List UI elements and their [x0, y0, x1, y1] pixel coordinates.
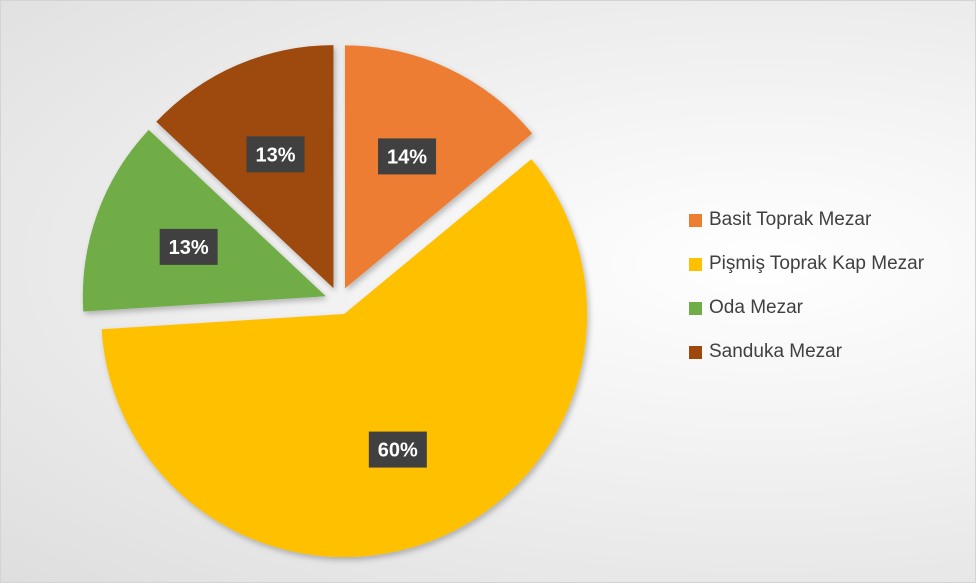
legend-item-basit-toprak-mezar: Basit Toprak Mezar: [689, 209, 924, 231]
legend-item-oda-mezar: Oda Mezar: [689, 297, 924, 319]
legend-item-sanduka-mezar: Sanduka Mezar: [689, 341, 924, 363]
data-label-text: 14%: [387, 146, 427, 168]
data-label-pismis-toprak-kap-mezar: 60%: [368, 431, 427, 468]
legend-swatch: [689, 257, 702, 271]
data-label-basit-toprak-mezar: 14%: [378, 138, 437, 175]
pie-slice-sanduka-mezar: [156, 45, 334, 289]
legend: Basit Toprak Mezar Pişmiş Toprak Kap Mez…: [689, 209, 924, 363]
legend-label: Pişmiş Toprak Kap Mezar: [709, 253, 925, 274]
legend-label: Basit Toprak Mezar: [709, 209, 872, 230]
pie-slice-oda-mezar: [82, 129, 326, 312]
data-label-text: 13%: [169, 237, 209, 259]
pie-slice-pismis-toprak-kap-mezar: [101, 159, 588, 558]
data-label-oda-mezar: 13%: [159, 228, 218, 265]
data-label-text: 13%: [256, 144, 296, 166]
pie-slice-basit-toprak-mezar: [344, 45, 533, 289]
data-label-text: 60%: [378, 440, 418, 462]
legend-label: Sanduka Mezar: [709, 341, 843, 362]
legend-label: Oda Mezar: [709, 297, 803, 318]
legend-swatch: [689, 213, 702, 227]
legend-swatch: [689, 301, 702, 315]
legend-swatch: [689, 345, 702, 359]
data-label-sanduka-mezar: 13%: [246, 136, 305, 173]
legend-item-pismis-toprak-kap-mezar: Pişmiş Toprak Kap Mezar: [689, 253, 924, 275]
